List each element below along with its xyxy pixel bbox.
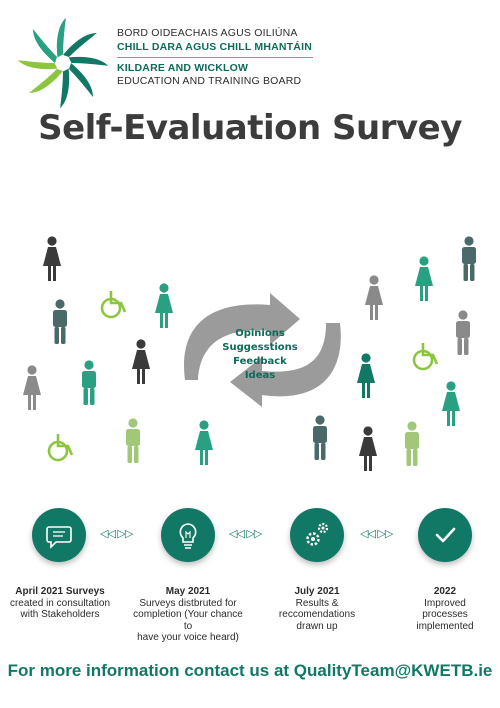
step-line: processes [422, 609, 468, 620]
step-4-checkmark-icon [418, 508, 472, 562]
contact-footer: For more information contact us at Quali… [7, 661, 493, 680]
org-name-region: KILDARE AND WICKLOW [117, 62, 249, 74]
step-date: April 2021 Surveys [15, 586, 105, 597]
step-connector-arrows: ◁◁ ▷▷ [360, 527, 393, 540]
org-name-irish-region: CHILL DARA AGUS CHILL MHANTÁIN [117, 41, 312, 53]
step-date: July 2021 [294, 586, 340, 597]
step-3-gears-icon [290, 508, 344, 562]
step-line: Improved [424, 597, 466, 609]
step-line: created in consultation [9, 597, 111, 609]
cycle-word-opinions: Opinions [235, 328, 285, 339]
step-3-caption: July 2021 Results & reccomendations draw… [257, 586, 377, 632]
step-line: completion (Your chance to [133, 609, 243, 632]
people-illustration [23, 236, 476, 471]
step-line: Surveys distbruted for [139, 597, 237, 609]
org-name-irish: BORD OIDEACHAIS AGUS OILIÚNA [117, 27, 298, 39]
step-connector-arrows: ◁◁ ▷▷ [100, 527, 133, 540]
step-4-caption: 2022 Improved processes implemented [385, 586, 500, 632]
step-line: have your voice heard) [137, 632, 239, 643]
cycle-word-feedback: Feedback [233, 356, 287, 367]
cycle-word-suggestions: Suggesstions [222, 342, 298, 353]
cycle-words: Opinions Suggesstions Feedback Ideas [222, 328, 298, 381]
step-line: implemented [416, 620, 474, 632]
kwetb-logo [18, 18, 108, 108]
step-2-caption: May 2021 Surveys distbruted for completi… [128, 586, 248, 644]
step-line: Results & [295, 597, 339, 609]
step-1-chat-icon [32, 508, 86, 562]
step-date: 2022 [433, 586, 457, 597]
step-date: May 2021 [165, 586, 211, 597]
org-name-english: EDUCATION AND TRAINING BOARD [117, 75, 302, 87]
step-line: reccomendations [278, 609, 356, 620]
step-line: with Stakeholders [20, 609, 100, 620]
org-divider [117, 57, 313, 58]
step-connector-arrows: ◁◁ ▷▷ [229, 527, 262, 540]
page-title: Self-Evaluation Survey [38, 108, 462, 148]
step-line: drawn up [296, 620, 338, 632]
cycle-word-ideas: Ideas [245, 370, 275, 381]
step-2-lightbulb-icon [161, 508, 215, 562]
step-1-caption: April 2021 Surveys created in consultati… [0, 586, 120, 621]
